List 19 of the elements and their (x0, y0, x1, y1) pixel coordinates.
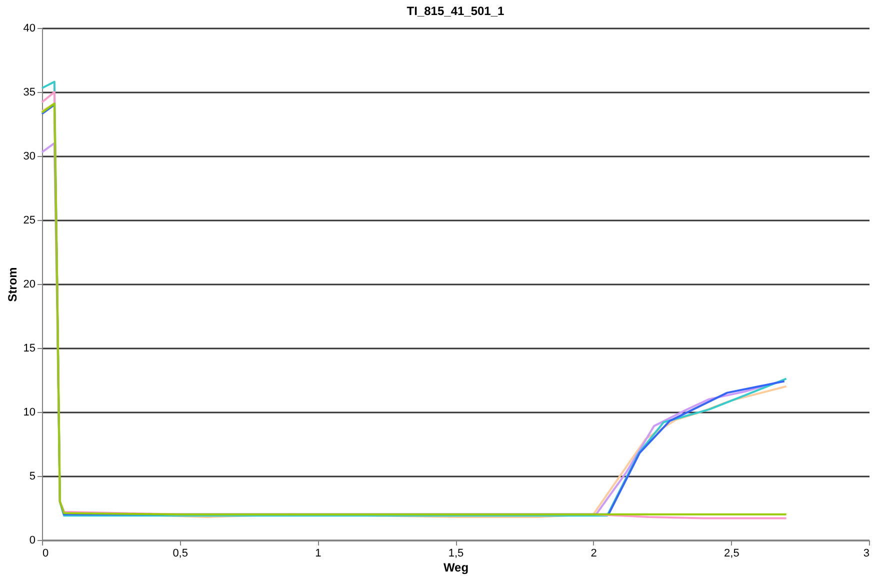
x-tick-label: 1,5 (448, 548, 464, 560)
y-tick-label: 5 (29, 470, 36, 482)
x-tick-label: 0 (42, 548, 49, 560)
y-axis-title: Strom (5, 267, 20, 302)
x-tick-label: 3 (863, 548, 870, 560)
x-axis-title: Weg (443, 560, 469, 574)
x-tick-label: 0,5 (172, 548, 188, 560)
y-tick-label: 10 (23, 406, 36, 418)
y-tick-label: 30 (23, 150, 36, 162)
y-tick-label: 15 (23, 342, 36, 354)
x-tick-label: 1 (315, 548, 322, 560)
y-tick-label: 35 (23, 86, 36, 98)
chart-title: TI_815_41_501_1 (406, 4, 505, 18)
y-tick-label: 0 (29, 534, 36, 546)
y-tick-label: 25 (23, 214, 36, 226)
y-tick-label: 20 (23, 278, 36, 290)
y-tick-label: 40 (23, 22, 36, 34)
x-tick-label: 2,5 (724, 548, 740, 560)
x-tick-label: 2 (590, 548, 597, 560)
